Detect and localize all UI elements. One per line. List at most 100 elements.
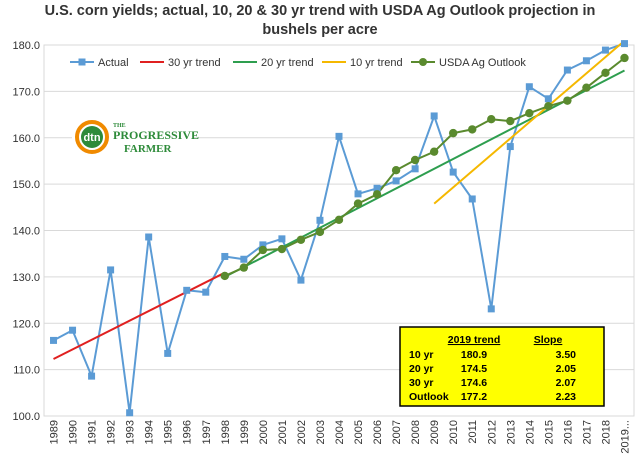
data-point (373, 184, 381, 192)
data-point (258, 245, 268, 255)
x-tick-label: 1996 (182, 420, 194, 444)
chart-title-line2: bushels per acre (262, 22, 378, 38)
table-header-slope: Slope (534, 334, 563, 346)
data-point (391, 166, 401, 175)
data-point (506, 116, 515, 126)
x-tick-label: 2009 (429, 420, 441, 444)
data-point (315, 227, 325, 237)
data-point (145, 233, 153, 241)
x-tick-label: 2006 (372, 420, 384, 444)
legend: Actual 30 yr trend 20 yr trend 10 yr trend U… (70, 57, 526, 69)
logo-line2: PROGRESSIVE (113, 128, 199, 142)
data-point (296, 235, 306, 244)
logo-line3: FARMER (124, 143, 173, 155)
x-tick-label: 1994 (144, 420, 156, 444)
legend-label: USDA Ag Outlook (439, 57, 526, 69)
legend-label: 30 yr trend (168, 57, 221, 69)
table-row-trend: 174.5 (461, 363, 487, 375)
x-tick-label: 2000 (258, 420, 270, 444)
table-row-slope: 2.23 (556, 391, 577, 403)
legend-label: Actual (98, 57, 129, 69)
data-point (525, 83, 533, 91)
legend-marker (419, 58, 427, 66)
table-row-label: 20 yr (409, 363, 434, 375)
data-point (563, 96, 572, 105)
data-point (601, 46, 609, 54)
data-point (221, 252, 229, 260)
x-tick-label: 2004 (334, 420, 346, 444)
series-markers (50, 40, 629, 417)
x-tick-label: 1990 (68, 420, 80, 444)
data-point (525, 108, 534, 118)
y-tick-label: 180.0 (12, 40, 40, 52)
data-point (107, 266, 115, 274)
y-tick-labels: 100.0 110.0 120.0 130.0 140.0 150.0 160.0 170.0… (12, 40, 40, 423)
x-tick-label: 2018 (600, 420, 612, 444)
data-point (277, 244, 287, 254)
x-tick-label: 2002 (296, 420, 308, 444)
table-row-slope: 3.50 (556, 349, 577, 361)
data-point (582, 57, 590, 65)
x-tick-label: 2019... (619, 420, 631, 454)
legend-marker (78, 58, 86, 66)
data-point (372, 190, 382, 199)
data-point (620, 40, 628, 48)
x-tick-label: 1998 (220, 420, 232, 444)
table-row-slope: 2.07 (556, 377, 577, 389)
x-tick-label: 2005 (353, 420, 365, 444)
x-tick-label: 2008 (410, 420, 422, 444)
data-point (239, 263, 249, 272)
data-point (410, 155, 420, 165)
data-point (430, 112, 438, 120)
x-tick-label: 1993 (125, 420, 137, 444)
data-point (468, 195, 476, 203)
data-point (601, 68, 610, 78)
data-point (69, 326, 77, 334)
x-tick-label: 2007 (391, 420, 403, 444)
trend-table: 2019 trend Slope 10 yr 180.9 3.50 20 yr … (399, 326, 605, 407)
data-point (297, 276, 305, 284)
x-tick-label: 2013 (505, 420, 517, 444)
data-point (563, 66, 571, 74)
table-row-label: Outlook (409, 391, 449, 403)
x-tick-label: 1995 (163, 420, 175, 444)
data-point (429, 147, 439, 156)
y-tick-label: 130.0 (12, 272, 40, 284)
data-point (316, 216, 324, 224)
data-point (449, 168, 457, 176)
table-row-trend: 174.6 (461, 377, 487, 389)
table-row-trend: 177.2 (461, 391, 487, 403)
data-point (487, 305, 495, 313)
data-point (544, 95, 552, 103)
y-tick-label: 170.0 (12, 86, 40, 98)
logo-mark: dtn (83, 132, 100, 144)
x-tick-label: 2010 (448, 420, 460, 444)
data-point (126, 409, 134, 417)
x-tick-label: 1991 (87, 420, 99, 444)
x-tick-label: 2012 (486, 420, 498, 444)
data-point (582, 83, 591, 92)
y-tick-label: 120.0 (12, 318, 40, 330)
y-tick-label: 110.0 (13, 365, 40, 377)
legend-label: 20 yr trend (261, 57, 314, 69)
data-point (335, 132, 343, 140)
chart-title-line1: U.S. corn yields; actual, 10, 20 & 30 yr… (44, 3, 596, 19)
series-line (224, 57, 626, 277)
data-point (354, 190, 362, 198)
x-tick-label: 1992 (106, 420, 118, 444)
x-tick-label: 2003 (315, 420, 327, 444)
data-point (278, 235, 286, 243)
x-tick-label: 2017 (581, 420, 593, 444)
x-tick-label: 2015 (543, 420, 555, 444)
x-tick-label: 2011 (467, 420, 479, 444)
data-point (334, 215, 344, 225)
dtn-progressive-farmer-logo: dtn THE PROGRESSIVE FARMER (72, 116, 199, 158)
data-point (411, 165, 419, 173)
logo-line1: THE (113, 123, 126, 129)
table-row-trend: 180.9 (461, 349, 487, 361)
logo-disc-icon (81, 126, 103, 148)
table-row-slope: 2.05 (556, 363, 577, 375)
x-tick-label: 1999 (239, 420, 251, 444)
x-tick-label: 2001 (277, 420, 289, 444)
